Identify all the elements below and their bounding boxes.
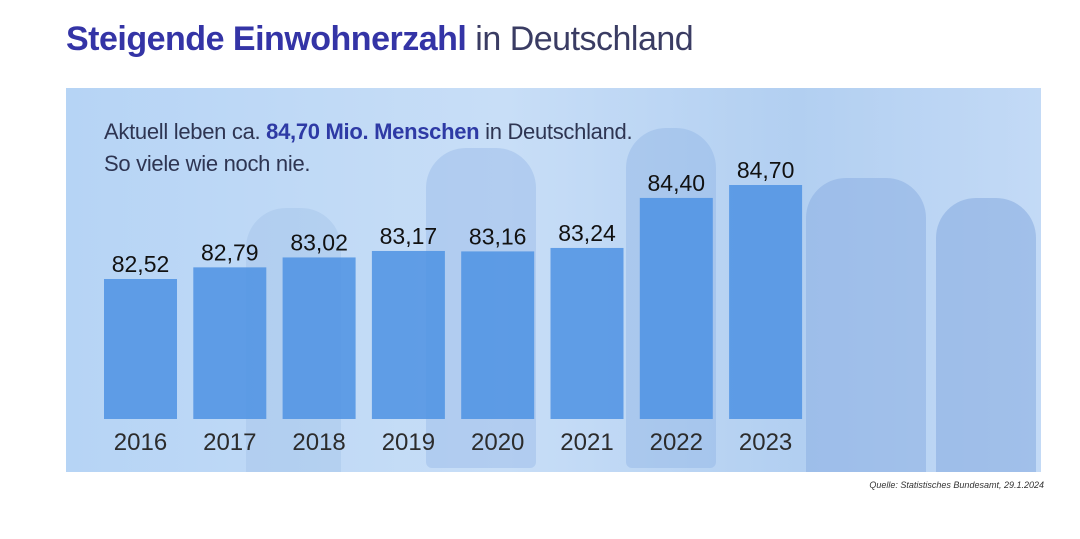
data-label-2016: 82,52: [112, 251, 170, 277]
x-tick-2022: 2022: [650, 429, 703, 456]
bar-2017: [193, 267, 267, 419]
bar-2018: [282, 257, 356, 419]
data-label-2020: 83,16: [469, 223, 527, 249]
subtitle-highlight: 84,70 Mio. Menschen: [266, 119, 480, 144]
bar-2021: [550, 247, 624, 419]
x-tick-2017: 2017: [203, 429, 256, 456]
chart-panel: Aktuell leben ca. 84,70 Mio. Menschen in…: [66, 88, 1041, 472]
bar-2019: [371, 250, 445, 419]
bar-2020: [461, 251, 535, 419]
x-tick-2019: 2019: [382, 429, 435, 456]
page-title: Steigende Einwohnerzahl in Deutschland: [66, 20, 694, 59]
subtitle-post: in Deutschland.: [479, 119, 633, 144]
data-label-2023: 84,70: [737, 157, 795, 183]
data-label-2022: 84,40: [648, 170, 706, 196]
background-figure: [936, 198, 1036, 472]
background-figure: [806, 178, 926, 472]
title-bold: Steigende Einwohnerzahl: [66, 20, 467, 58]
x-tick-2023: 2023: [739, 429, 792, 456]
bar-chart: 82,52 2016 82,79 2017 83,02 2018 83,17 2019 83,1…: [104, 157, 803, 456]
x-tick-2020: 2020: [471, 429, 524, 456]
x-tick-2018: 2018: [292, 429, 345, 456]
source-note: Quelle: Statistisches Bundesamt, 29.1.20…: [869, 480, 1044, 490]
title-rest: in Deutschland: [466, 20, 694, 58]
subtitle-line2: So viele wie noch nie.: [104, 151, 311, 176]
subtitle-pre: Aktuell leben ca.: [104, 119, 267, 144]
data-label-2019: 83,17: [380, 223, 438, 249]
x-tick-2016: 2016: [114, 429, 167, 456]
chart-subtitle: Aktuell leben ca. 84,70 Mio. Menschen in…: [104, 116, 633, 180]
data-label-2021: 83,24: [558, 220, 616, 246]
bar-2023: [729, 185, 803, 419]
bar-2016: [104, 279, 177, 419]
bar-2022: [639, 197, 713, 419]
x-tick-2021: 2021: [560, 429, 613, 456]
data-label-2017: 82,79: [201, 239, 259, 265]
data-label-2018: 83,02: [290, 229, 348, 255]
